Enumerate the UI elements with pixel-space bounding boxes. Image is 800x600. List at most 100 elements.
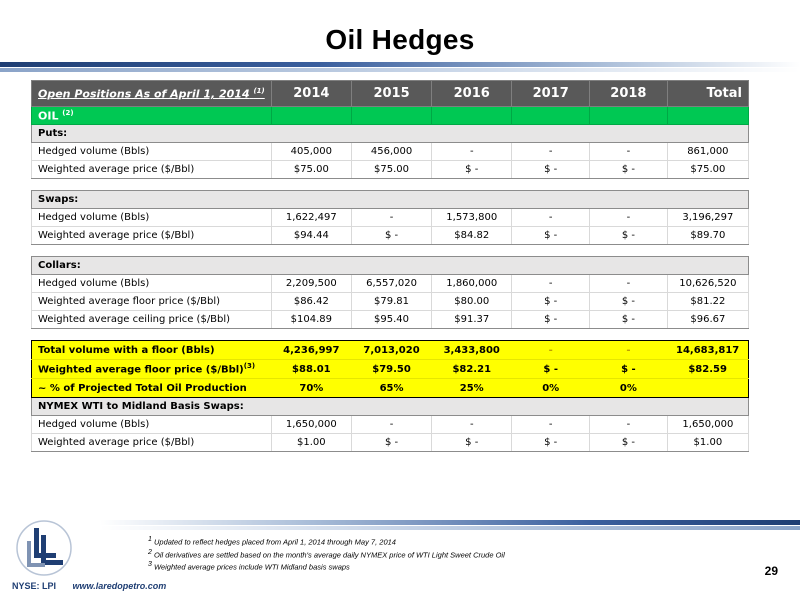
section-header-collars: Collars:: [31, 256, 749, 275]
footnote-1: 1 Updated to reflect hedges placed from …: [148, 536, 396, 547]
website-link[interactable]: www.laredopetro.com: [72, 581, 167, 591]
row-label: Weighted average price ($/Bbl): [31, 433, 272, 452]
cell: $91.37: [431, 310, 513, 329]
cell: $ -: [511, 359, 590, 379]
cell: -: [511, 415, 591, 434]
cell: $80.00: [431, 292, 513, 311]
footnote-3: 3 Weighted average prices include WTI Mi…: [148, 561, 350, 572]
row-label: Hedged volume (Bbls): [31, 274, 272, 293]
cell: $94.44: [270, 226, 352, 245]
cell: $ -: [589, 292, 668, 311]
cell-total: 1,650,000: [666, 415, 750, 434]
cell: $1.00: [270, 433, 352, 452]
cell: $ -: [511, 160, 591, 179]
table-row: Hedged volume (Bbls) 405,000 456,000 - -…: [31, 142, 750, 161]
cell: 1,573,800: [431, 208, 513, 227]
cell: 4,236,997: [271, 340, 352, 360]
cell: $ -: [431, 160, 513, 179]
cell: -: [589, 208, 668, 227]
cell-total: $89.70: [666, 226, 750, 245]
cell: $75.00: [350, 160, 433, 179]
table-row: Weighted average price ($/Bbl) $1.00 $ -…: [31, 433, 750, 452]
cell: -: [511, 340, 590, 360]
header-year: 2014: [270, 80, 352, 107]
cell: $ -: [511, 433, 591, 452]
row-label: Weighted average ceiling price ($/Bbl): [31, 310, 272, 329]
cell: -: [589, 274, 668, 293]
row-label: Hedged volume (Bbls): [31, 415, 272, 434]
bottom-decorative-band: [100, 520, 800, 534]
table-row: Hedged volume (Bbls) 1,622,497 - 1,573,8…: [31, 208, 750, 227]
header-year: 2017: [511, 80, 591, 107]
table-row: Weighted average floor price ($/Bbl) $86…: [31, 292, 750, 311]
cell-total: $1.00: [666, 433, 750, 452]
cell: $ -: [431, 433, 513, 452]
cell: 2,209,500: [270, 274, 352, 293]
cell: -: [589, 142, 668, 161]
section-header-puts: Puts:: [31, 124, 749, 143]
footer: NYSE: LPI www.laredopetro.com: [12, 581, 166, 591]
cell-total: $82.59: [667, 359, 750, 379]
section-header-basis-swaps: NYMEX WTI to Midland Basis Swaps:: [31, 397, 749, 416]
row-label: Hedged volume (Bbls): [31, 208, 272, 227]
section-header-swaps: Swaps:: [31, 190, 749, 209]
cell: 6,557,020: [350, 274, 433, 293]
row-label: Hedged volume (Bbls): [31, 142, 272, 161]
table-row: Weighted average ceiling price ($/Bbl) $…: [31, 310, 750, 329]
summary-row-percent-production: ~ % of Projected Total Oil Production 70…: [31, 378, 750, 398]
oil-hedges-table: Open Positions As of April 1, 2014 (1) 2…: [31, 80, 750, 452]
cell: $ -: [589, 226, 668, 245]
cell: 7,013,020: [351, 340, 432, 360]
cell: $79.81: [350, 292, 433, 311]
cell: 456,000: [350, 142, 433, 161]
cell: $95.40: [350, 310, 433, 329]
row-label: Weighted average price ($/Bbl): [31, 226, 272, 245]
cell: $ -: [350, 226, 433, 245]
cell-total: 861,000: [666, 142, 750, 161]
top-decorative-band: [0, 62, 800, 76]
cell: $ -: [589, 433, 668, 452]
header-total: Total: [666, 80, 750, 107]
oil-section-row: OIL (2): [31, 106, 750, 125]
cell-total: $96.67: [666, 310, 750, 329]
page-title: Oil Hedges: [325, 24, 475, 55]
summary-row-floor-price: Weighted average floor price ($/Bbl)(3) …: [31, 359, 750, 379]
row-label: Total volume with a floor (Bbls): [31, 340, 272, 360]
cell-total: 3,196,297: [666, 208, 750, 227]
footnote-2: 2 Oil derivatives are settled based on t…: [148, 548, 505, 560]
cell: $ -: [511, 292, 591, 311]
cell: -: [589, 340, 668, 360]
cell: 1,860,000: [431, 274, 513, 293]
cell-total: [667, 378, 750, 398]
cell: $104.89: [270, 310, 352, 329]
footnotes: 1 Updated to reflect hedges placed from …: [148, 535, 505, 573]
table-header-row: Open Positions As of April 1, 2014 (1) 2…: [31, 80, 750, 107]
cell: 0%: [511, 378, 590, 398]
laredo-ll-logo-icon: [16, 520, 72, 576]
cell: $ -: [589, 359, 668, 379]
cell: $ -: [511, 310, 591, 329]
cell: $79.50: [351, 359, 432, 379]
cell: 405,000: [270, 142, 352, 161]
row-label: Weighted average price ($/Bbl): [31, 160, 272, 179]
cell: $88.01: [271, 359, 352, 379]
cell: -: [589, 415, 668, 434]
cell: 1,650,000: [270, 415, 352, 434]
cell: $ -: [589, 310, 668, 329]
page-number: 29: [764, 564, 778, 578]
cell-total: 14,683,817: [667, 340, 750, 360]
header-year: 2015: [350, 80, 433, 107]
header-label: Open Positions As of April 1, 2014 (1): [31, 80, 272, 107]
cell: 3,433,800: [431, 340, 512, 360]
cell: -: [350, 208, 433, 227]
cell: $86.42: [270, 292, 352, 311]
summary-row-total-volume: Total volume with a floor (Bbls) 4,236,9…: [31, 340, 750, 360]
oil-label: OIL (2): [31, 106, 272, 125]
cell: 65%: [351, 378, 432, 398]
cell: 1,622,497: [270, 208, 352, 227]
cell: -: [431, 415, 513, 434]
cell-total: 10,626,520: [666, 274, 750, 293]
cell: -: [511, 274, 591, 293]
cell: 70%: [271, 378, 352, 398]
table-row: Weighted average price ($/Bbl) $75.00 $7…: [31, 160, 750, 179]
